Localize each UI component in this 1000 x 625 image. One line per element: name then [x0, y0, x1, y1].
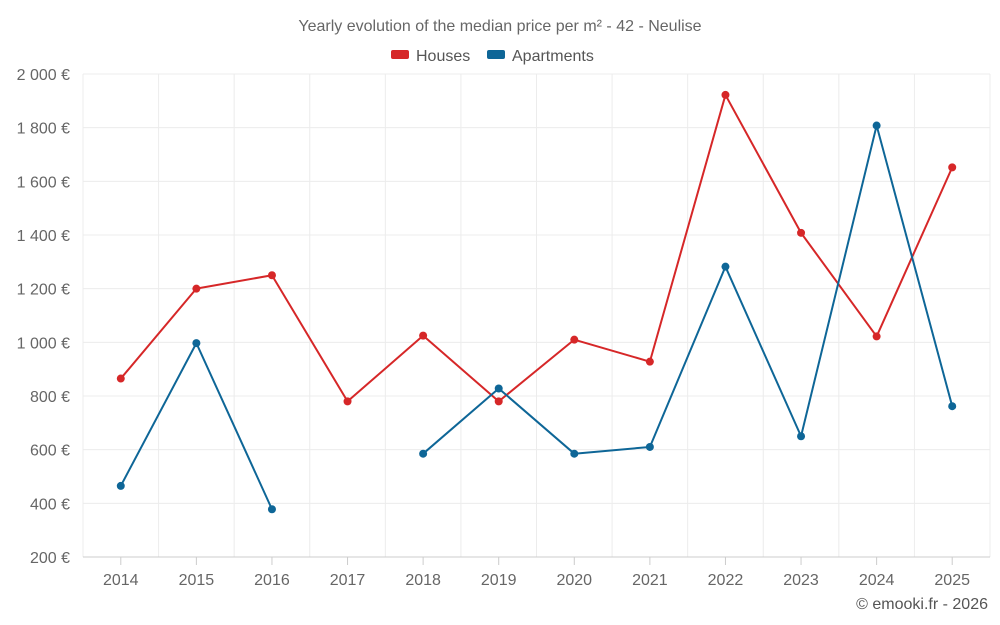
- y-tick-label: 1 400 €: [17, 228, 70, 245]
- series-houses: [116, 90, 957, 406]
- y-tick-label: 1 800 €: [17, 121, 70, 138]
- series-line-apartments: [119, 342, 273, 510]
- x-tick-label: 2014: [103, 572, 139, 589]
- data-point-houses-2022[interactable]: [721, 90, 730, 99]
- x-axis-ticks: 2014 2015 2016 2017 2018 2019 2020 2021 2022 2023…: [103, 557, 970, 589]
- x-tick-label: 2019: [481, 572, 517, 589]
- data-point-houses-2024[interactable]: [872, 332, 881, 341]
- data-point-apartments-2025[interactable]: [948, 402, 957, 411]
- x-tick-label: 2016: [254, 572, 290, 589]
- data-point-houses-2014[interactable]: [116, 374, 125, 383]
- data-point-houses-2021[interactable]: [645, 357, 654, 366]
- data-point-apartments-2023[interactable]: [797, 432, 806, 441]
- y-tick-label: 2 000 €: [17, 67, 70, 84]
- data-point-apartments-2018[interactable]: [419, 449, 428, 458]
- data-point-houses-2015[interactable]: [192, 284, 201, 293]
- data-point-apartments-2014[interactable]: [116, 481, 125, 490]
- data-point-apartments-2016[interactable]: [267, 505, 276, 514]
- x-tick-label: 2024: [859, 572, 895, 589]
- series-line-apartments: [422, 124, 954, 455]
- y-tick-label: 400 €: [30, 496, 70, 513]
- y-tick-label: 200 €: [30, 550, 70, 567]
- y-tick-label: 1 000 €: [17, 335, 70, 352]
- x-gridlines: [82, 74, 991, 557]
- data-point-apartments-2019[interactable]: [494, 384, 503, 393]
- data-point-houses-2019[interactable]: [494, 397, 503, 406]
- data-point-apartments-2024[interactable]: [872, 121, 881, 130]
- x-tick-label: 2020: [556, 572, 592, 589]
- data-point-houses-2025[interactable]: [948, 163, 957, 172]
- series-apartments: [116, 121, 957, 514]
- legend-label-apartments: Apartments: [512, 48, 594, 65]
- data-point-houses-2020[interactable]: [570, 335, 579, 344]
- legend-swatch-houses: [391, 50, 409, 59]
- y-tick-label: 600 €: [30, 443, 70, 460]
- y-axis-ticks: 200 € 400 € 600 € 800 € 1 000 € 1 200 € 1 400 …: [17, 67, 70, 567]
- x-tick-label: 2015: [179, 572, 215, 589]
- data-point-houses-2018[interactable]: [419, 331, 428, 340]
- data-point-apartments-2020[interactable]: [570, 449, 579, 458]
- data-point-apartments-2021[interactable]: [645, 442, 654, 451]
- y-tick-label: 800 €: [30, 389, 70, 406]
- x-tick-label: 2021: [632, 572, 668, 589]
- x-tick-label: 2025: [934, 572, 970, 589]
- x-tick-label: 2017: [330, 572, 366, 589]
- legend: Houses Apartments: [391, 48, 594, 65]
- data-point-houses-2023[interactable]: [797, 228, 806, 237]
- y-tick-label: 1 600 €: [17, 174, 70, 191]
- series-line-houses: [120, 93, 954, 403]
- x-tick-label: 2018: [405, 572, 441, 589]
- legend-item-apartments[interactable]: Apartments: [487, 48, 594, 65]
- legend-swatch-apartments: [487, 50, 505, 59]
- y-tick-label: 1 200 €: [17, 282, 70, 299]
- data-point-apartments-2015[interactable]: [192, 339, 201, 348]
- x-tick-label: 2022: [708, 572, 744, 589]
- series-layer: [116, 90, 957, 514]
- x-tick-label: 2023: [783, 572, 819, 589]
- legend-label-houses: Houses: [416, 48, 470, 65]
- chart-title: Yearly evolution of the median price per…: [298, 18, 701, 35]
- credit-text: © emooki.fr - 2026: [856, 596, 988, 613]
- data-point-apartments-2022[interactable]: [721, 262, 730, 271]
- data-point-houses-2016[interactable]: [267, 271, 276, 280]
- data-point-houses-2017[interactable]: [343, 397, 352, 406]
- legend-item-houses[interactable]: Houses: [391, 48, 470, 65]
